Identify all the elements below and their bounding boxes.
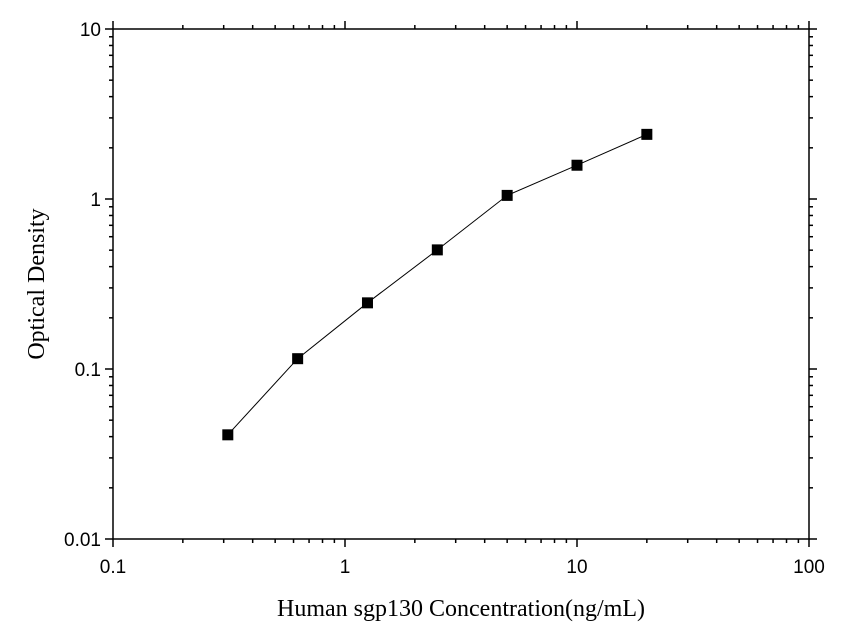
x-axis-title: Human sgp130 Concentration(ng/mL) <box>277 596 645 622</box>
data-point <box>292 353 304 365</box>
y-tick-label: 10 <box>80 20 101 41</box>
axis-ticks <box>105 21 817 547</box>
x-tick-label: 10 <box>566 557 587 578</box>
y-axis-title: Optical Density <box>24 208 50 359</box>
tick-labels: 0.1 1 10 100 0.01 0.1 1 10 <box>64 20 825 578</box>
x-tick-label: 100 <box>793 557 825 578</box>
data-point <box>431 244 443 256</box>
x-tick-label: 1 <box>340 557 351 578</box>
data-point <box>222 429 234 441</box>
y-tick-label: 0.01 <box>64 530 101 551</box>
x-tick-label: 0.1 <box>100 557 126 578</box>
data-point <box>641 128 653 140</box>
data-point <box>501 189 513 201</box>
plot-frame <box>112 28 810 540</box>
data-point <box>571 159 583 171</box>
data-point <box>361 297 373 309</box>
y-tick-label: 1 <box>90 190 101 211</box>
series-layer <box>222 128 653 441</box>
y-tick-label: 0.1 <box>75 360 101 381</box>
series-line <box>227 133 648 436</box>
